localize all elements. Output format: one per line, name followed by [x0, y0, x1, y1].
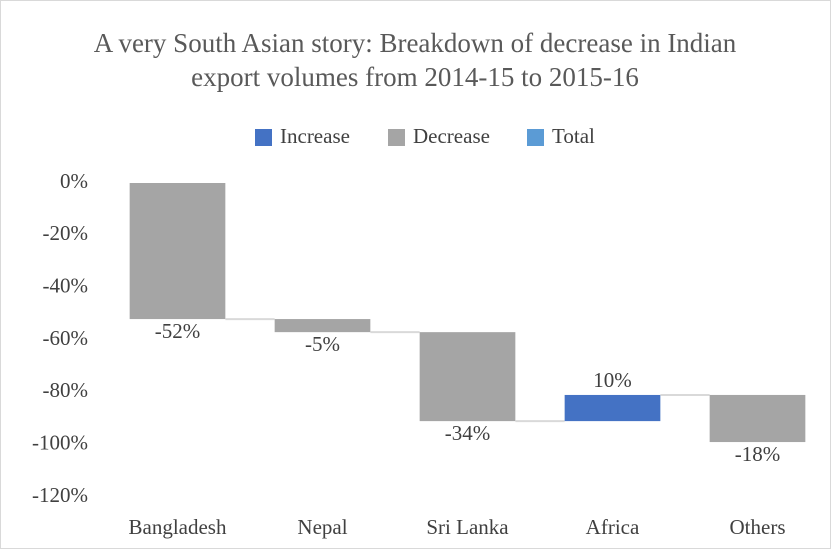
legend-swatch	[255, 129, 272, 146]
y-tick-label: -80%	[43, 378, 89, 402]
x-tick-label: Others	[730, 515, 786, 539]
value-label: -52%	[155, 319, 201, 343]
bar	[274, 319, 371, 333]
x-tick-label: Nepal	[297, 515, 347, 539]
x-tick-label: Sri Lanka	[426, 515, 509, 539]
y-tick-label: 0%	[60, 169, 88, 193]
legend-label: Increase	[280, 124, 350, 148]
y-tick-label: -40%	[43, 273, 89, 297]
legend-swatch	[527, 129, 544, 146]
y-tick-label: -20%	[43, 221, 89, 245]
bar	[709, 394, 806, 443]
bar	[419, 332, 516, 422]
legend-label: Total	[552, 124, 595, 148]
value-label: 10%	[593, 368, 632, 392]
bar	[564, 394, 661, 422]
value-label: -5%	[305, 332, 340, 356]
value-label: -34%	[445, 421, 491, 445]
value-label: -18%	[735, 442, 781, 466]
bar	[129, 183, 226, 320]
x-tick-label: Bangladesh	[129, 515, 227, 539]
y-tick-label: -120%	[32, 483, 88, 507]
x-tick-label: Africa	[586, 515, 640, 539]
y-tick-label: -60%	[43, 326, 89, 350]
legend-label: Decrease	[413, 124, 490, 148]
y-tick-label: -100%	[32, 430, 88, 454]
legend-swatch	[388, 129, 405, 146]
chart-title-line: A very South Asian story: Breakdown of d…	[94, 28, 737, 58]
chart-title-line: export volumes from 2014-15 to 2015-16	[191, 62, 639, 92]
